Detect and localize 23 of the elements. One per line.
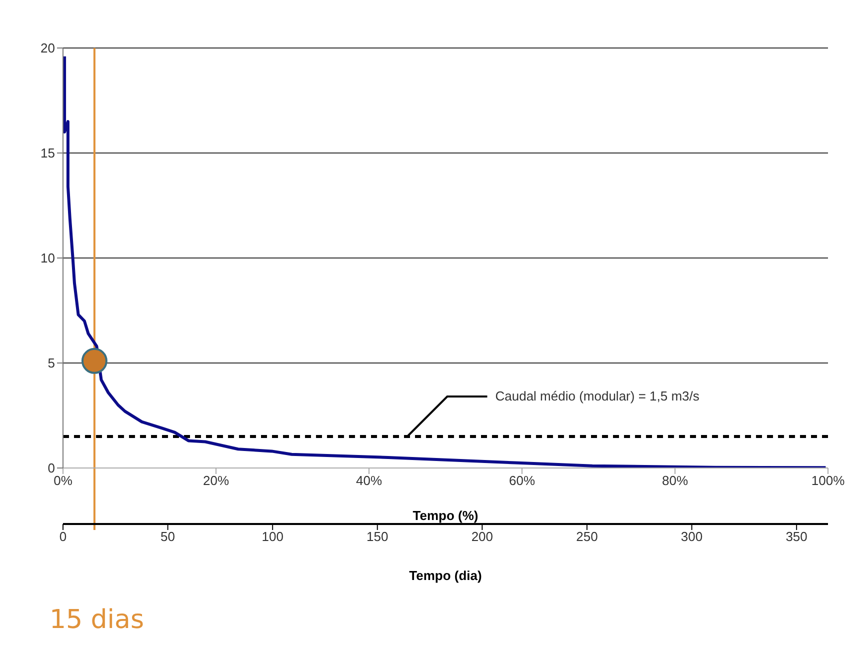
y-tick-label: 10 (40, 250, 55, 266)
x-axis-title: Tempo (%) (412, 508, 478, 523)
x2-axis-title: Tempo (dia) (409, 568, 482, 583)
y-tick-label: 20 (40, 40, 55, 56)
x-tick-label: 60% (508, 473, 536, 488)
x2-tick-label: 100 (262, 529, 284, 544)
x2-tick-label: 200 (471, 529, 494, 544)
x-tick-label: 20% (202, 473, 230, 488)
x2-tick-label: 250 (576, 529, 598, 544)
x2-tick-label: 300 (680, 529, 703, 544)
x-tick-label: 100% (811, 473, 846, 488)
ref-line-label: 15 dias (49, 605, 144, 635)
x2-tick-label: 50 (160, 529, 176, 544)
ref-line-label: Caudal médio (modular) = 1,5 m3/s (495, 388, 700, 404)
x-tick-label: 80% (662, 473, 688, 488)
y-tick-label: 0 (48, 460, 55, 476)
y-tick-label: 15 (40, 146, 55, 161)
y-tick-label: 5 (48, 356, 55, 371)
x2-tick-label: 0 (59, 529, 67, 544)
x-tick-label: 40% (356, 473, 382, 488)
x-tick-label: 0% (54, 473, 73, 488)
x2-tick-label: 150 (366, 529, 388, 544)
x2-tick-label: 350 (786, 529, 808, 544)
